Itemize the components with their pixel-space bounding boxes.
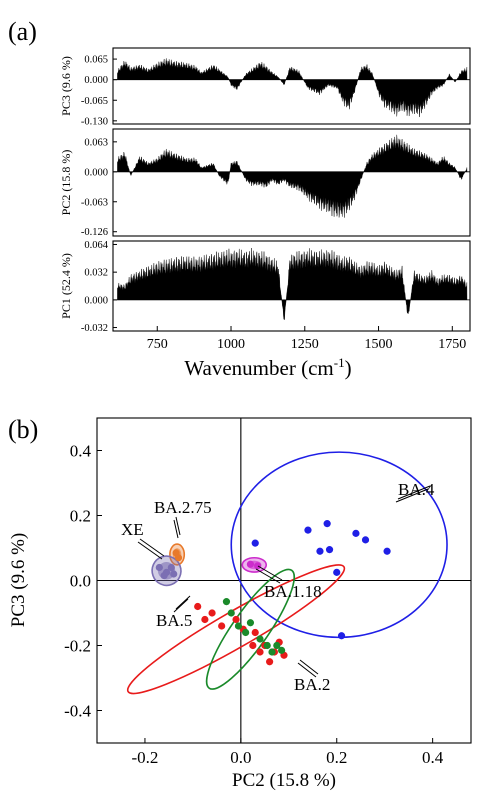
point-ba-4 — [333, 569, 340, 576]
point-ba-2 — [228, 609, 235, 616]
x-tick-label: 1000 — [217, 337, 245, 352]
point-ba-5 — [232, 616, 239, 623]
y-tick-label: -0.063 — [81, 197, 108, 208]
x-tick-label: 1500 — [365, 337, 393, 352]
group-label-xe: XE — [121, 520, 144, 539]
point-ba-4 — [316, 548, 323, 555]
point-xe — [168, 564, 175, 571]
subplot-y-label: PC3 (9.6 %) — [59, 56, 73, 116]
loading-spectrum — [117, 248, 467, 320]
point-ba-2 — [278, 647, 285, 654]
y-tick-label: 0.2 — [70, 507, 91, 526]
point-xe — [161, 572, 168, 579]
point-ba-2 — [223, 598, 230, 605]
point-ba-4 — [362, 536, 369, 543]
y-tick-label: -0.130 — [81, 116, 108, 127]
panel-a-x-ticks: 750 1000 1250 1500 1750 — [147, 326, 467, 352]
point-ba-5 — [194, 603, 201, 610]
y-tick-label: -0.2 — [64, 637, 91, 656]
panel-a-y-ticks: 0.065 0.000 -0.065 -0.130 0.063 0.000 -0.063 -0… — [81, 55, 117, 334]
point-ba-2 — [268, 648, 275, 655]
point-ba-5 — [218, 622, 225, 629]
point-ba-2 — [264, 642, 271, 649]
point-ba-2 — [242, 629, 249, 636]
panel-b-y-ticks: 0.4 0.2 0.0 -0.2 -0.4 — [64, 442, 102, 721]
y-tick-label: 0.064 — [84, 240, 108, 251]
panel-b-zero-axes — [97, 418, 471, 743]
callout-line-xe — [138, 542, 162, 559]
y-tick-label: 0.063 — [84, 137, 108, 148]
y-tick-label: 0.4 — [70, 442, 92, 461]
point-ba-5 — [201, 616, 208, 623]
loading-spectrum — [117, 135, 467, 218]
panel-b-x-axis-label: PC2 (15.8 %) — [232, 770, 336, 791]
point-ba-4 — [352, 530, 359, 537]
callout-line-xe — [140, 539, 164, 556]
panel-b-group-labels: BA.4 BA.2.75 XE BA.1.18 BA.5 BA.2 — [121, 480, 435, 694]
y-tick-label: -0.4 — [64, 702, 91, 721]
panel-a-y-labels: PC3 (9.6 %) PC2 (15.8 %) PC1 (52.4 %) — [59, 56, 73, 319]
point-ba-5 — [208, 609, 215, 616]
x-tick-label: 750 — [147, 337, 168, 352]
panel-a-loadings — [117, 58, 467, 319]
callout-line-ba-5 — [176, 596, 190, 609]
y-tick-label: 0.0 — [70, 572, 91, 591]
panel-b-y-axis-label: PC3 (9.6 %) — [8, 533, 29, 627]
panel-a-x-axis-label: Wavenumber (cm-1) — [184, 355, 351, 380]
y-tick-label: 0.032 — [84, 268, 108, 279]
point-ba-4 — [326, 546, 333, 553]
x-tick-label: -0.2 — [131, 748, 158, 767]
y-tick-label: 0.065 — [84, 55, 108, 66]
point-xe — [156, 564, 163, 571]
x-tick-label: 1250 — [291, 337, 319, 352]
point-ba-4 — [304, 527, 311, 534]
loading-spectrum — [117, 58, 467, 117]
x-tick-label: 0.0 — [230, 748, 251, 767]
y-tick-label: 0.000 — [84, 295, 108, 306]
panel-b-x-ticks: -0.2 0.0 0.2 0.4 — [131, 738, 443, 767]
group-label-ba-4: BA.4 — [398, 480, 435, 499]
point-ba-5 — [252, 629, 259, 636]
x-tick-label: 0.2 — [326, 748, 347, 767]
point-ba-2 — [235, 622, 242, 629]
x-tick-label: 1750 — [438, 337, 466, 352]
point-ba-1-18 — [247, 561, 254, 568]
point-ba-2 — [256, 635, 263, 642]
group-label-ba-5: BA.5 — [156, 611, 192, 630]
point-ba-1-18 — [254, 562, 261, 569]
y-tick-label: 0.000 — [84, 167, 108, 178]
group-label-ba-1-18: BA.1.18 — [264, 582, 322, 601]
x-tick-label: 0.4 — [422, 748, 444, 767]
point-ba-2-75 — [175, 554, 182, 561]
group-label-ba-2-75: BA.2.75 — [154, 498, 212, 517]
panel-b-label: (b) — [8, 415, 38, 444]
group-label-ba-2: BA.2 — [294, 675, 330, 694]
y-tick-label: -0.065 — [81, 96, 108, 107]
point-ba-5 — [266, 658, 273, 665]
panel-a-label: (a) — [8, 17, 37, 46]
point-ba-4 — [252, 540, 259, 547]
point-ba-2 — [247, 619, 254, 626]
subplot-y-label: PC1 (52.4 %) — [59, 253, 73, 319]
point-ba-5 — [256, 648, 263, 655]
point-ba-4 — [383, 548, 390, 555]
y-tick-label: -0.032 — [81, 323, 108, 334]
point-ba-4 — [324, 520, 331, 527]
point-ba-4 — [338, 632, 345, 639]
point-ba-5 — [249, 642, 256, 649]
y-tick-label: 0.000 — [84, 75, 108, 86]
subplot-y-label: PC2 (15.8 %) — [59, 150, 73, 216]
point-xe — [170, 570, 177, 577]
y-tick-label: -0.126 — [81, 227, 108, 238]
